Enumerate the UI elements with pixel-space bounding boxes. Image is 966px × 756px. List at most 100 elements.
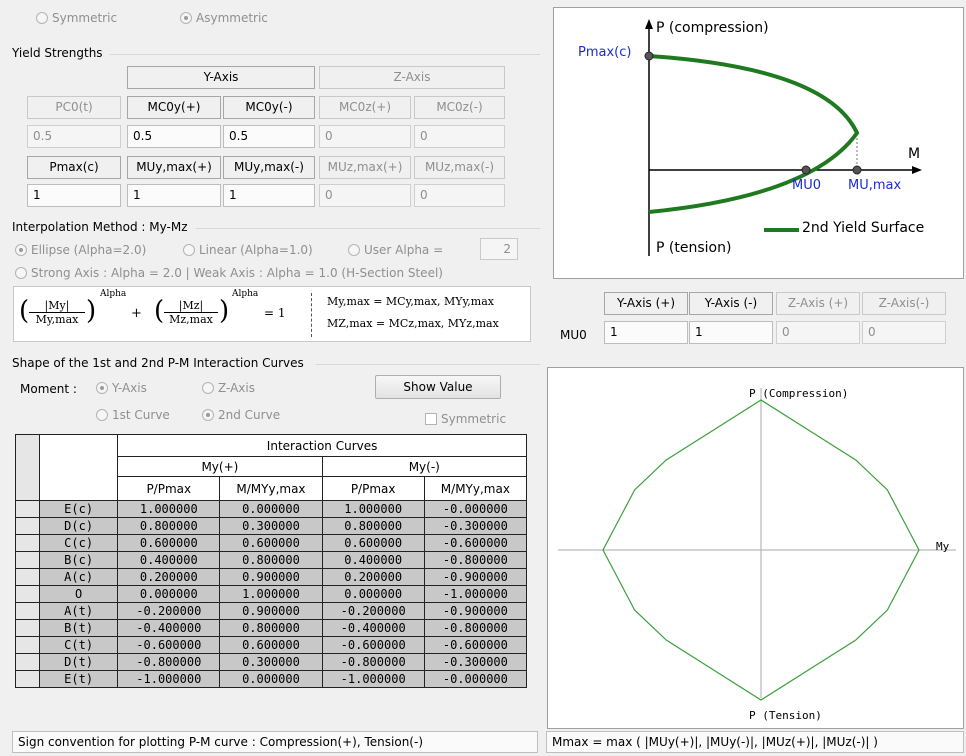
table-cell[interactable]: -1.000000 — [117, 670, 221, 688]
table-cell[interactable]: -0.200000 — [117, 602, 221, 620]
table-cell[interactable]: -0.900000 — [423, 568, 528, 586]
table-cell[interactable]: -0.600000 — [423, 534, 528, 552]
yield-value-input[interactable]: 0 — [319, 184, 411, 207]
table-cell[interactable]: 0.600000 — [117, 534, 221, 552]
table-cell[interactable]: 0.400000 — [117, 551, 221, 569]
yield-value-input[interactable]: 0 — [319, 125, 411, 148]
table-cell[interactable]: 0.800000 — [117, 517, 221, 535]
mu0-value-input[interactable]: 1 — [689, 321, 773, 344]
second-curve-radio[interactable]: 2nd Curve — [202, 408, 280, 422]
table-cell[interactable]: 0.000000 — [219, 670, 323, 688]
table-row[interactable]: B(c) 0.400000 0.800000 0.400000 -0.800000 — [14, 551, 528, 569]
table-row[interactable]: B(t) -0.400000 0.800000 -0.400000 -0.800000 — [14, 619, 528, 637]
row-selector[interactable] — [14, 619, 41, 637]
p-axis-arrow-icon — [645, 19, 653, 29]
table-cell[interactable]: -0.000000 — [423, 500, 528, 518]
table-row[interactable]: D(t) -0.800000 0.300000 -0.800000 -0.300000 — [14, 653, 528, 671]
table-cell[interactable]: 0.000000 — [321, 585, 425, 603]
row-selector[interactable] — [14, 670, 41, 688]
table-row[interactable]: E(t) -1.000000 0.000000 -1.000000 -0.000000 — [14, 670, 528, 688]
table-cell[interactable]: -0.400000 — [321, 619, 425, 637]
table-row[interactable]: C(t) -0.600000 0.600000 -0.600000 -0.600000 — [14, 636, 528, 654]
row-selector[interactable] — [14, 534, 41, 552]
table-row[interactable]: D(c) 0.800000 0.300000 0.800000 -0.300000 — [14, 517, 528, 535]
table-cell[interactable]: 0.200000 — [321, 568, 425, 586]
row-selector[interactable] — [14, 500, 41, 518]
table-cell[interactable]: -0.400000 — [117, 619, 221, 637]
table-row[interactable]: A(c) 0.200000 0.900000 0.200000 -0.900000 — [14, 568, 528, 586]
row-selector[interactable] — [14, 585, 41, 603]
row-selector[interactable] — [14, 636, 41, 654]
table-cell[interactable]: -0.800000 — [321, 653, 425, 671]
table-cell[interactable]: 0.200000 — [117, 568, 221, 586]
table-cell[interactable]: -0.300000 — [423, 653, 528, 671]
moment-y-axis-radio[interactable]: Y-Axis — [96, 381, 147, 395]
table-row[interactable]: C(c) 0.600000 0.600000 0.600000 -0.600000 — [14, 534, 528, 552]
table-cell[interactable]: 0.600000 — [219, 534, 323, 552]
table-cell[interactable]: -0.600000 — [423, 636, 528, 654]
table-cell[interactable]: 0.600000 — [219, 636, 323, 654]
table-cell[interactable]: -0.600000 — [321, 636, 425, 654]
table-cell[interactable]: 0.300000 — [219, 517, 323, 535]
yield-value-input[interactable]: 1 — [127, 184, 221, 207]
table-cell[interactable]: -0.600000 — [117, 636, 221, 654]
table-cell[interactable]: 0.600000 — [321, 534, 425, 552]
table-row[interactable]: E(c) 1.000000 0.000000 1.000000 -0.000000 — [14, 500, 528, 518]
linear-radio[interactable]: Linear (Alpha=1.0) — [183, 243, 313, 257]
ellipse-radio[interactable]: Ellipse (Alpha=2.0) — [15, 243, 146, 257]
symmetric-checkbox[interactable]: Symmetric — [425, 412, 506, 426]
table-cell[interactable]: -0.800000 — [423, 619, 528, 637]
yield-value-input[interactable]: 0 — [414, 184, 505, 207]
moment-label: Moment : — [20, 382, 77, 396]
table-cell[interactable]: 1.000000 — [321, 500, 425, 518]
m-axis-label: M — [908, 146, 921, 162]
row-selector[interactable] — [14, 568, 41, 586]
table-cell[interactable]: -0.300000 — [423, 517, 528, 535]
yield-value-input[interactable]: 0.5 — [127, 125, 221, 148]
row-label: D(t) — [39, 653, 119, 671]
user-alpha-radio[interactable]: User Alpha = — [348, 243, 443, 257]
mu0-value-input[interactable]: 0 — [862, 321, 946, 344]
table-cell[interactable]: 0.800000 — [219, 619, 323, 637]
table-cell[interactable]: 0.300000 — [219, 653, 323, 671]
m-axis-arrow-icon — [912, 166, 922, 174]
table-row[interactable]: O 0.000000 1.000000 0.000000 -1.000000 — [14, 585, 528, 603]
symmetric-radio[interactable]: Symmetric — [36, 11, 117, 25]
show-value-button[interactable]: Show Value — [375, 375, 501, 399]
legend-label: 2nd Yield Surface — [802, 220, 925, 236]
yield-value-input[interactable]: 1 — [27, 184, 121, 207]
yield-value-input[interactable]: 0.5 — [27, 125, 121, 148]
table-cell[interactable]: 0.900000 — [219, 568, 323, 586]
row-label: A(c) — [39, 568, 119, 586]
user-alpha-input[interactable]: 2 — [480, 238, 518, 260]
table-cell[interactable]: -0.200000 — [321, 602, 425, 620]
table-cell[interactable]: -0.800000 — [117, 653, 221, 671]
mu0-value-input[interactable]: 0 — [776, 321, 860, 344]
row-selector[interactable] — [14, 551, 41, 569]
asymmetric-radio[interactable]: Asymmetric — [180, 11, 268, 25]
yield-value-input[interactable]: 0 — [414, 125, 505, 148]
row-selector[interactable] — [14, 653, 41, 671]
row-selector[interactable] — [14, 602, 41, 620]
table-cell[interactable]: 0.400000 — [321, 551, 425, 569]
yield-value-input[interactable]: 0.5 — [223, 125, 315, 148]
yield-value-input[interactable]: 1 — [223, 184, 315, 207]
table-cell[interactable]: 0.800000 — [219, 551, 323, 569]
table-cell[interactable]: -1.000000 — [423, 585, 528, 603]
table-cell[interactable]: -0.000000 — [423, 670, 528, 688]
row-selector[interactable] — [14, 517, 41, 535]
table-cell[interactable]: -0.800000 — [423, 551, 528, 569]
first-curve-radio[interactable]: 1st Curve — [96, 408, 170, 422]
strong-weak-radio[interactable]: Strong Axis : Alpha = 2.0 | Weak Axis : … — [15, 266, 443, 280]
table-cell[interactable]: 0.900000 — [219, 602, 323, 620]
table-cell[interactable]: 1.000000 — [219, 585, 323, 603]
table-cell[interactable]: 0.000000 — [117, 585, 221, 603]
mu0-value-input[interactable]: 1 — [604, 321, 688, 344]
table-row[interactable]: A(t) -0.200000 0.900000 -0.200000 -0.900000 — [14, 602, 528, 620]
table-cell[interactable]: 0.000000 — [219, 500, 323, 518]
moment-z-axis-radio[interactable]: Z-Axis — [202, 381, 255, 395]
table-cell[interactable]: -0.900000 — [423, 602, 528, 620]
table-cell[interactable]: -1.000000 — [321, 670, 425, 688]
table-cell[interactable]: 0.800000 — [321, 517, 425, 535]
table-cell[interactable]: 1.000000 — [117, 500, 221, 518]
